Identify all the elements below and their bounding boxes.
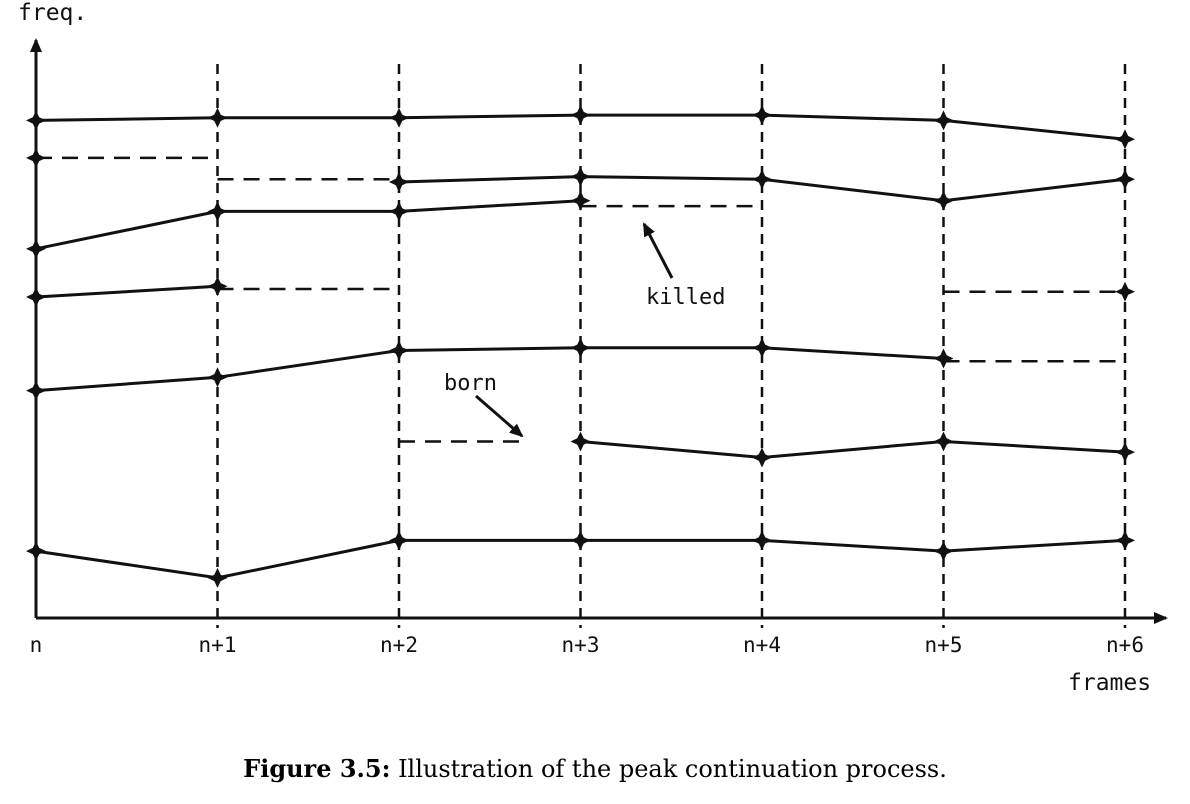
peak-marker-3-0 [389, 172, 409, 192]
frame-gridlines [216, 64, 1127, 628]
killed-label: killed [646, 285, 725, 310]
peak-marker-4-1 [207, 201, 228, 222]
peak-marker-9-1 [207, 367, 228, 388]
born-label: born [444, 371, 497, 396]
peak-marker-3-3 [933, 190, 954, 211]
peak-marker-9-3 [570, 337, 591, 358]
peak-marker-13-1 [207, 567, 228, 588]
caption-label: Figure 3.5: [243, 754, 391, 783]
caption-text: Illustration of the peak continuation pr… [398, 755, 947, 783]
peak-marker-isolated-1 [1115, 281, 1135, 302]
peak-marker-13-4 [752, 530, 772, 551]
y-axis-label: freq. [18, 0, 87, 26]
born-annotation: born [444, 371, 524, 438]
killed-annotation: killed [642, 222, 725, 310]
killed-arrow [642, 222, 674, 279]
figure-caption: Figure 3.5: Illustration of the peak con… [0, 754, 1190, 783]
peak-marker-13-2 [389, 530, 409, 551]
peak-marker-9-4 [752, 337, 772, 358]
born-arrow [475, 394, 524, 438]
peak-marker-3-2 [752, 169, 772, 190]
tick-label-5: n+5 [925, 633, 963, 657]
peak-marker-0-3 [570, 105, 591, 126]
peak-marker-13-6 [1115, 530, 1135, 551]
peak-marker-4-3 [570, 190, 591, 211]
track-12-solid [580, 439, 1126, 460]
peak-marker-0-6 [1115, 129, 1135, 150]
tick-label-2: n+2 [380, 633, 418, 657]
peak-marker-3-1 [570, 166, 591, 187]
tick-label-3: n+3 [562, 633, 600, 657]
track-4-solid [35, 199, 581, 251]
x-axis-label: frames [1068, 670, 1151, 696]
peak-marker-12-1 [752, 447, 772, 468]
peak-marker-0-4 [752, 105, 772, 126]
peak-marker-9-2 [389, 340, 409, 361]
peak-marker-13-3 [570, 530, 591, 551]
tick-label-4: n+4 [743, 633, 781, 657]
peak-marker-4-2 [389, 201, 409, 222]
peak-marker-13-5 [933, 541, 954, 562]
peak-marker-0-2 [389, 107, 409, 128]
track-6-solid [35, 284, 218, 299]
peak-marker-12-2 [933, 431, 954, 452]
peak-marker-6-1 [207, 276, 228, 297]
tick-label-0: n [30, 633, 43, 657]
peak-marker-12-3 [1115, 442, 1135, 463]
track-9-solid [35, 346, 944, 393]
peak-marker-0-5 [933, 110, 954, 131]
frame-tick-labels: n n+1 n+2 n+3 n+4 n+5 n+6 [30, 633, 1144, 657]
peak-marker-3-4 [1115, 169, 1135, 190]
peak-marker-12-0 [570, 431, 591, 452]
peak-marker-0-1 [207, 107, 228, 128]
tick-label-1: n+1 [199, 633, 237, 657]
tick-label-6: n+6 [1106, 633, 1144, 657]
peak-marker-9-5 [933, 348, 954, 369]
